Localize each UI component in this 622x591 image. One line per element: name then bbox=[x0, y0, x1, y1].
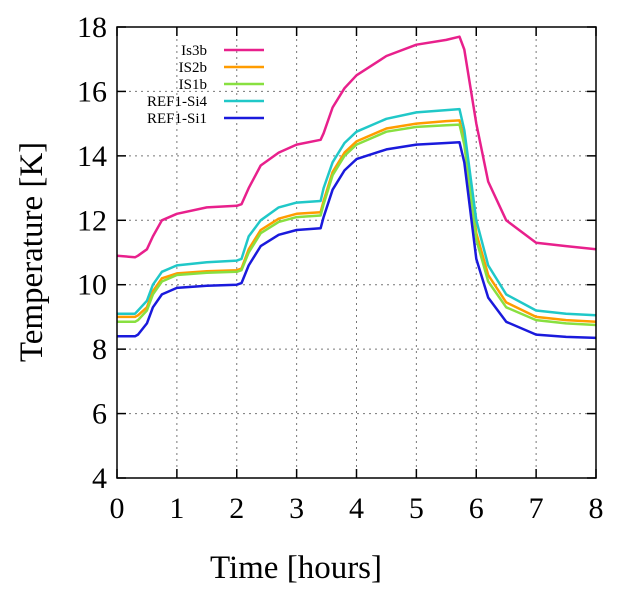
series-line bbox=[117, 123, 597, 327]
legend-label: IS2b bbox=[179, 60, 207, 76]
series-line bbox=[117, 107, 597, 317]
y-axis-label: Temperature [K] bbox=[14, 142, 50, 362]
x-tick-label: 2 bbox=[229, 492, 244, 525]
y-tick-label: 10 bbox=[77, 269, 107, 302]
x-axis-label: Time [hours] bbox=[210, 550, 382, 586]
plot-frame bbox=[116, 26, 597, 479]
x-tick-label: 5 bbox=[409, 492, 424, 525]
legend-label: REF1-Si1 bbox=[147, 111, 207, 127]
y-tick-label: 6 bbox=[92, 398, 107, 431]
legend-label: Is3b bbox=[181, 43, 207, 59]
x-tick-label: 7 bbox=[529, 492, 544, 525]
y-tick-label: 4 bbox=[92, 462, 107, 495]
x-tick-label: 6 bbox=[469, 492, 484, 525]
y-tick-label: 18 bbox=[77, 11, 107, 44]
x-tick-label: 4 bbox=[349, 492, 364, 525]
x-tick-label: 3 bbox=[289, 492, 304, 525]
series-line bbox=[116, 35, 597, 259]
x-tick-label: 8 bbox=[589, 492, 604, 525]
y-tick-label: 16 bbox=[77, 75, 107, 108]
x-tick-label: 1 bbox=[169, 492, 184, 525]
series-line bbox=[117, 141, 597, 340]
y-tick-label: 12 bbox=[77, 204, 107, 237]
legend-label: REF1-Si4 bbox=[147, 94, 208, 110]
x-tick-label: 0 bbox=[110, 492, 125, 525]
legend-label: IS1b bbox=[179, 77, 207, 93]
y-tick-label: 14 bbox=[77, 140, 107, 173]
y-tick-label: 8 bbox=[92, 333, 107, 366]
